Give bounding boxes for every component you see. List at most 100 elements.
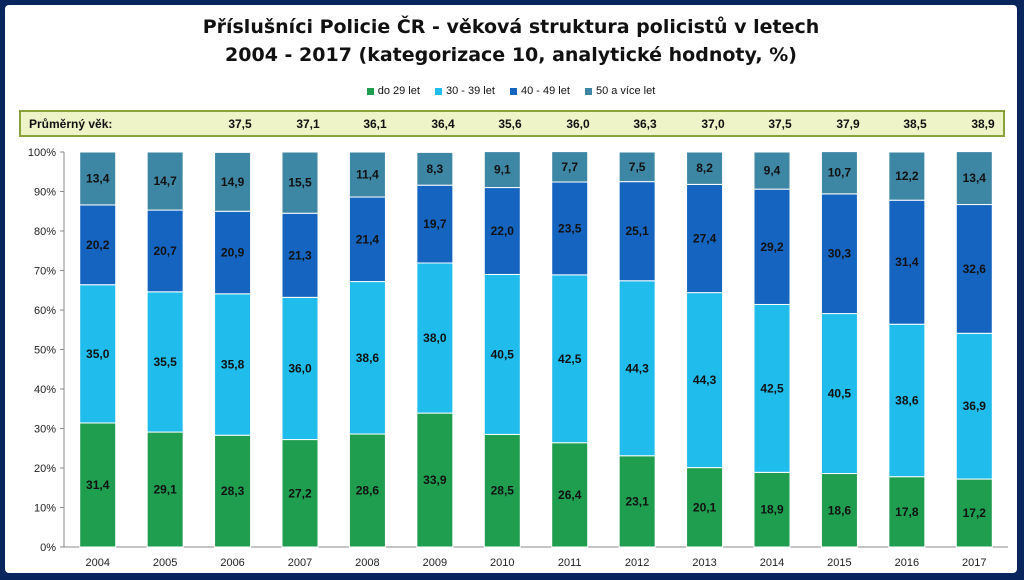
x-tick-label: 2014 (760, 557, 784, 569)
data-label: 8,3 (427, 162, 444, 176)
x-tick-label: 2007 (288, 557, 312, 569)
bar-segment (618, 151, 656, 183)
average-age-value: 37,5 (768, 117, 792, 131)
data-label: 28,5 (491, 484, 515, 498)
data-label: 26,4 (558, 488, 582, 502)
data-label: 35,5 (153, 355, 177, 369)
bar-segment (281, 212, 319, 298)
data-label: 36,0 (288, 361, 312, 375)
x-tick-label: 2017 (962, 557, 986, 569)
bar-segment (483, 151, 521, 189)
data-label: 17,8 (895, 505, 919, 519)
data-label: 28,6 (356, 484, 380, 498)
legend-swatch (366, 87, 374, 95)
data-label: 25,1 (625, 224, 649, 238)
bar-segment (686, 151, 724, 185)
bar-segment (416, 262, 454, 414)
y-tick-label: 60% (34, 305, 56, 317)
legend-swatch (509, 87, 517, 95)
average-age-row: Průměrný věk: 37,5 37,1 36,1 36,4 35,6 3… (19, 110, 1005, 137)
bar-segment (214, 293, 252, 436)
chart-title-line2: 2004 - 2017 (kategorizace 10, analytické… (225, 44, 797, 66)
bar-segment (483, 273, 521, 435)
data-label: 33,9 (423, 473, 447, 487)
data-label: 28,3 (221, 484, 245, 498)
bar-segment (79, 151, 117, 206)
bar-segment (955, 151, 993, 206)
bar-segment (753, 151, 791, 190)
data-label: 30,3 (828, 247, 852, 261)
legend-swatch (434, 87, 442, 95)
average-age-value: 36,4 (431, 117, 455, 131)
legend: do 29 let 30 - 39 let 40 - 49 let 50 a v… (5, 85, 1017, 97)
data-label: 23,5 (558, 221, 582, 235)
data-label: 38,0 (423, 331, 447, 345)
bar-segment (281, 151, 319, 214)
data-label: 14,7 (153, 174, 177, 188)
data-label: 29,2 (760, 240, 784, 254)
data-label: 27,4 (693, 232, 717, 246)
legend-item-2: 30 - 39 let (434, 85, 495, 97)
average-age-value: 37,5 (228, 117, 252, 131)
average-age-value: 36,1 (363, 117, 387, 131)
data-label: 20,1 (693, 500, 717, 514)
data-label: 15,5 (288, 176, 312, 190)
data-label: 38,6 (895, 393, 919, 407)
bar-segment (79, 284, 117, 424)
bar-segment (348, 196, 386, 283)
bar-segment (955, 204, 993, 334)
bar-segment (79, 204, 117, 286)
data-label: 38,6 (356, 351, 380, 365)
data-label: 9,1 (494, 163, 511, 177)
data-label: 36,9 (963, 399, 987, 413)
bar-segment (820, 193, 858, 315)
x-tick-label: 2015 (827, 557, 851, 569)
average-age-value: 37,9 (836, 117, 860, 131)
bar-segment (551, 181, 589, 276)
data-label: 44,3 (625, 361, 649, 375)
x-tick-label: 2008 (355, 557, 379, 569)
bar-segment (348, 433, 386, 548)
bar-segment (753, 303, 791, 473)
y-tick-label: 20% (34, 463, 56, 475)
bar-segment (416, 151, 454, 186)
data-label: 8,2 (696, 161, 713, 175)
average-age-value: 37,1 (296, 117, 320, 131)
legend-label: do 29 let (377, 85, 420, 97)
average-age-value: 36,0 (566, 117, 590, 131)
data-label: 29,1 (153, 483, 177, 497)
data-label: 20,2 (86, 238, 110, 252)
y-tick-label: 80% (34, 226, 56, 238)
data-label: 31,4 (86, 478, 110, 492)
data-label: 18,9 (760, 503, 784, 517)
bar-segment (618, 280, 656, 457)
bar-segment (79, 422, 117, 548)
bar-segment (348, 281, 386, 435)
x-tick-label: 2004 (85, 557, 109, 569)
bar-segment (686, 292, 724, 469)
bar-segment (214, 151, 252, 212)
y-tick-label: 10% (34, 503, 56, 515)
bar-segment (281, 439, 319, 548)
chart-title-line1: Příslušníci Policie ČR - věková struktur… (202, 16, 820, 38)
y-tick-label: 0% (40, 542, 56, 554)
bar-segment (820, 313, 858, 475)
data-label: 10,7 (828, 166, 852, 180)
legend-item-1: do 29 let (366, 85, 420, 97)
bar-segment (820, 151, 858, 195)
x-tick-label: 2013 (692, 557, 716, 569)
x-tick-label: 2011 (558, 557, 582, 569)
data-label: 14,9 (221, 175, 245, 189)
bar-segment (483, 187, 521, 275)
average-age-value: 35,6 (498, 117, 522, 131)
bar-segment (551, 151, 589, 183)
y-tick-label: 100% (28, 147, 56, 159)
data-label: 35,0 (86, 347, 110, 361)
y-tick-label: 90% (34, 187, 56, 199)
data-label: 9,4 (764, 164, 781, 178)
y-tick-label: 30% (34, 424, 56, 436)
data-label: 40,5 (828, 387, 852, 401)
data-label: 21,3 (288, 248, 312, 262)
data-label: 20,9 (221, 246, 245, 260)
